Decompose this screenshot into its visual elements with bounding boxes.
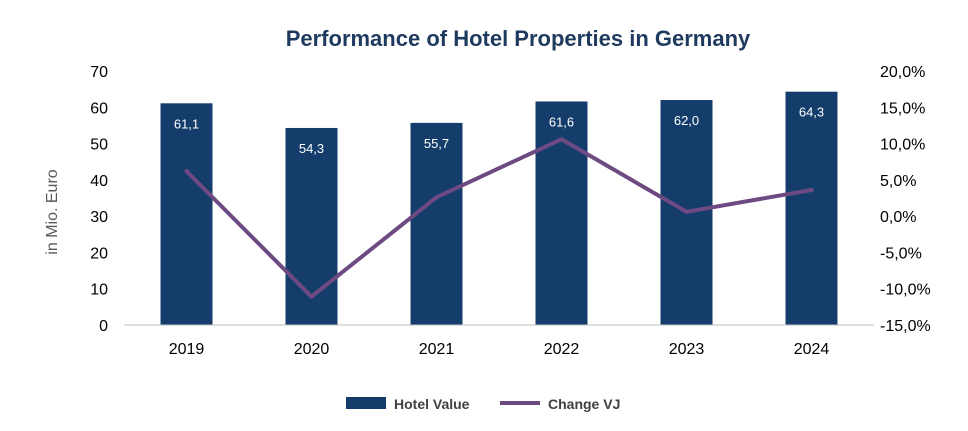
right-tick-label: 20,0% (880, 64, 925, 81)
left-axis-ticks: 0 10 20 30 40 50 60 70 (90, 64, 108, 335)
x-tick-label: 2022 (544, 341, 580, 358)
bar-series (160, 91, 838, 326)
legend-swatch-hotel-value (346, 397, 386, 409)
bar-2019 (160, 103, 213, 326)
line-point-2019 (184, 169, 189, 174)
bar-data-label: 55,7 (424, 136, 449, 151)
right-tick-label: -5,0% (880, 245, 922, 262)
right-tick-label: 15,0% (880, 100, 925, 117)
bar-data-label: 64,3 (799, 105, 824, 120)
line-point-2023 (684, 209, 689, 214)
x-tick-label: 2024 (794, 341, 830, 358)
right-axis-ticks: -15,0% -10,0% -5,0% 0,0% 5,0% 10,0% 15,0% 20,0% (880, 64, 931, 335)
bar-data-labels: 61,1 54,3 55,7 61,6 62,0 64,3 (174, 105, 824, 156)
bar-data-label: 61,6 (549, 114, 574, 129)
legend-label-change-vj: Change VJ (548, 396, 620, 412)
left-tick-label: 30 (90, 209, 108, 226)
right-tick-label: 5,0% (880, 173, 916, 190)
legend: Hotel Value Change VJ (346, 396, 620, 412)
left-tick-label: 40 (90, 173, 108, 190)
bar-2020 (285, 127, 338, 326)
left-tick-label: 60 (90, 100, 108, 117)
legend-label-hotel-value: Hotel Value (394, 396, 470, 412)
bar-2022 (535, 101, 588, 325)
x-tick-label: 2020 (294, 341, 330, 358)
line-point-2024 (809, 188, 814, 193)
line-point-2020 (309, 294, 314, 299)
right-tick-label: -15,0% (880, 318, 931, 335)
y-axis-label: in Mio. Euro (44, 169, 61, 254)
bar-data-label: 54,3 (299, 141, 324, 156)
bar-2021 (410, 122, 463, 325)
right-tick-label: -10,0% (880, 282, 931, 299)
chart-title: Performance of Hotel Properties in Germa… (286, 26, 751, 51)
line-point-2021 (434, 195, 439, 200)
right-tick-label: 0,0% (880, 209, 916, 226)
x-tick-label: 2023 (669, 341, 705, 358)
right-tick-label: 10,0% (880, 137, 925, 154)
left-tick-label: 0 (99, 318, 108, 335)
left-tick-label: 70 (90, 64, 108, 81)
left-tick-label: 10 (90, 282, 108, 299)
bar-2024 (785, 91, 838, 325)
line-change-vj (184, 137, 814, 299)
left-tick-label: 20 (90, 245, 108, 262)
line-point-2022 (559, 137, 564, 142)
x-tick-label: 2019 (169, 341, 205, 358)
left-tick-label: 50 (90, 137, 108, 154)
x-tick-label: 2021 (419, 341, 455, 358)
line-series (184, 137, 814, 299)
bar-data-label: 62,0 (674, 113, 699, 128)
x-axis-ticks: 2019 2020 2021 2022 2023 2024 (169, 341, 830, 358)
bar-data-label: 61,1 (174, 116, 199, 131)
